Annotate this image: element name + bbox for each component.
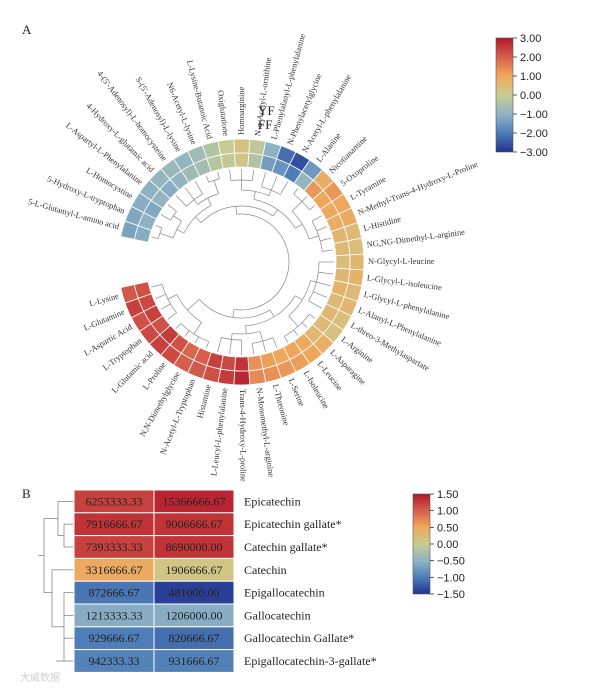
- rect-cell-value: 820666.67: [169, 631, 220, 645]
- colorbar-a-ticks: 3.00 2.00 1.00 0.00 −1.00 −2.00 −3.00: [513, 33, 548, 159]
- circ-row-label: N-Monomethyl-L-arginine: [254, 387, 275, 478]
- colorbar-b-tick: 1.50: [437, 489, 458, 501]
- circular-heatmap-cells: [120, 138, 365, 386]
- circ-cell-ff: [234, 356, 250, 372]
- rect-cell-value: 9006666.67: [166, 517, 223, 531]
- rect-row-label: Catechin: [244, 563, 287, 577]
- circ-row-label: L-Histidine: [362, 214, 402, 233]
- rect-row-label: Catechin gallate*: [244, 540, 328, 554]
- circ-cell-yf: [349, 253, 365, 271]
- rect-cell-value: 931666.67: [169, 654, 220, 668]
- circ-row-label: N-Glycyl-L-leucine: [368, 257, 435, 266]
- circ-cell-yf: [347, 237, 365, 256]
- colorbar-a-tick: −3.00: [520, 147, 548, 159]
- rect-cell-value: 1906666.67: [166, 563, 223, 577]
- rect-cell-value: 872666.67: [89, 586, 140, 600]
- circ-cell-ff: [335, 254, 351, 270]
- rect-row-label: Epicatechin gallate*: [244, 517, 342, 531]
- colorbar-b-tick: 1.00: [437, 506, 458, 518]
- colorbar-a: [495, 37, 514, 153]
- circ-row-label: Oxiglutatione: [216, 90, 231, 137]
- rect-cell-value: 3316666.67: [86, 563, 143, 577]
- colorbar-b-tick: −0.50: [437, 556, 465, 568]
- rect-cell-value: 7393333.33: [86, 540, 143, 554]
- circ-cell-ff: [247, 354, 264, 372]
- colorbar-a-tick: 3.00: [520, 33, 541, 45]
- panel-b-label: B: [22, 486, 31, 501]
- circ-row-label: Homoarginine: [237, 86, 246, 135]
- colorbar-b-ticks: 1.50 1.00 0.50 0.00 −0.50 −1.00 −1.50: [430, 489, 465, 601]
- panel-a-label: A: [22, 22, 32, 37]
- colorbar-a-tick: 1.00: [520, 71, 541, 83]
- circular-row-labels: 5-L-Glutamyl-L-amino acid5-Hydroxy-L-try…: [27, 32, 479, 482]
- rect-dendrogram: [38, 500, 74, 662]
- circ-row-label: Histamine: [196, 383, 213, 419]
- circ-cell-yf: [248, 368, 267, 386]
- rect-cell-value: 6253333.33: [86, 494, 143, 508]
- colorbar-a-tick: 2.00: [520, 52, 541, 64]
- rect-cell-value: 15366666.67: [163, 494, 226, 508]
- rect-cell-value: 1213333.33: [86, 608, 143, 622]
- rect-row-label: Epigallocatechin: [244, 586, 325, 600]
- colorbar-a-tick: −2.00: [520, 128, 548, 140]
- rect-cell-value: 7916666.67: [86, 517, 143, 531]
- circ-row-label: L-Leucyl-L-phenylalanine: [209, 387, 229, 477]
- colorbar-b-tick: −1.00: [437, 572, 465, 584]
- group-label-ff: FF: [258, 117, 272, 132]
- watermark-text: 大威数据: [20, 671, 60, 684]
- colorbar-b: [412, 493, 431, 595]
- rect-row-label: Gallocatechin Gallate*: [244, 631, 354, 645]
- circ-row-label: Trans-4-Hydroxy-L-proline: [238, 389, 248, 482]
- colorbar-b-tick: 0.00: [437, 539, 458, 551]
- circ-cell-yf: [233, 138, 251, 154]
- colorbar-b-tick: −1.50: [437, 589, 465, 601]
- colorbar-a-tick: −1.00: [520, 109, 548, 121]
- circ-cell-ff: [333, 240, 351, 257]
- colorbar-a-tick: 0.00: [520, 90, 541, 102]
- rect-row-label: Epicatechin: [244, 494, 301, 508]
- circ-row-label: L-Lysine: [88, 291, 120, 308]
- rect-cell-value: 929666.67: [89, 631, 140, 645]
- circular-dendrogram: [151, 168, 334, 356]
- rect-cell: [153, 649, 235, 673]
- circ-row-label: L-Glycyl-L-isoleucine: [366, 273, 442, 292]
- rect-row-label: Gallocatechin: [244, 608, 311, 622]
- colorbar-b-tick: 0.50: [437, 522, 458, 534]
- rect-cell-value: 1206000.00: [166, 608, 223, 622]
- circ-row-label: L-Serine: [287, 377, 307, 408]
- group-label-yf: YF: [258, 103, 275, 118]
- circ-cell-yf: [233, 370, 251, 386]
- circ-row-label: NG,NG-Dimethyl-L-arginine: [366, 228, 465, 250]
- rect-row-label: Epigallocatechin-3-gallate*: [244, 654, 377, 668]
- circ-cell-ff: [133, 281, 152, 299]
- rect-heatmap-cells: 6253333.33 15366666.67 Epicatechin 7916666.…: [73, 489, 377, 673]
- rect-cell-value: 481000.00: [169, 586, 220, 600]
- circ-row-label: L-Threonine: [271, 383, 291, 426]
- circ-cell-ff: [220, 152, 236, 170]
- rect-cell-value: 8690000.00: [166, 540, 223, 554]
- circ-cell-yf: [217, 138, 236, 156]
- circ-cell-ff: [234, 152, 250, 168]
- rect-cell-value: 942333.33: [89, 654, 140, 668]
